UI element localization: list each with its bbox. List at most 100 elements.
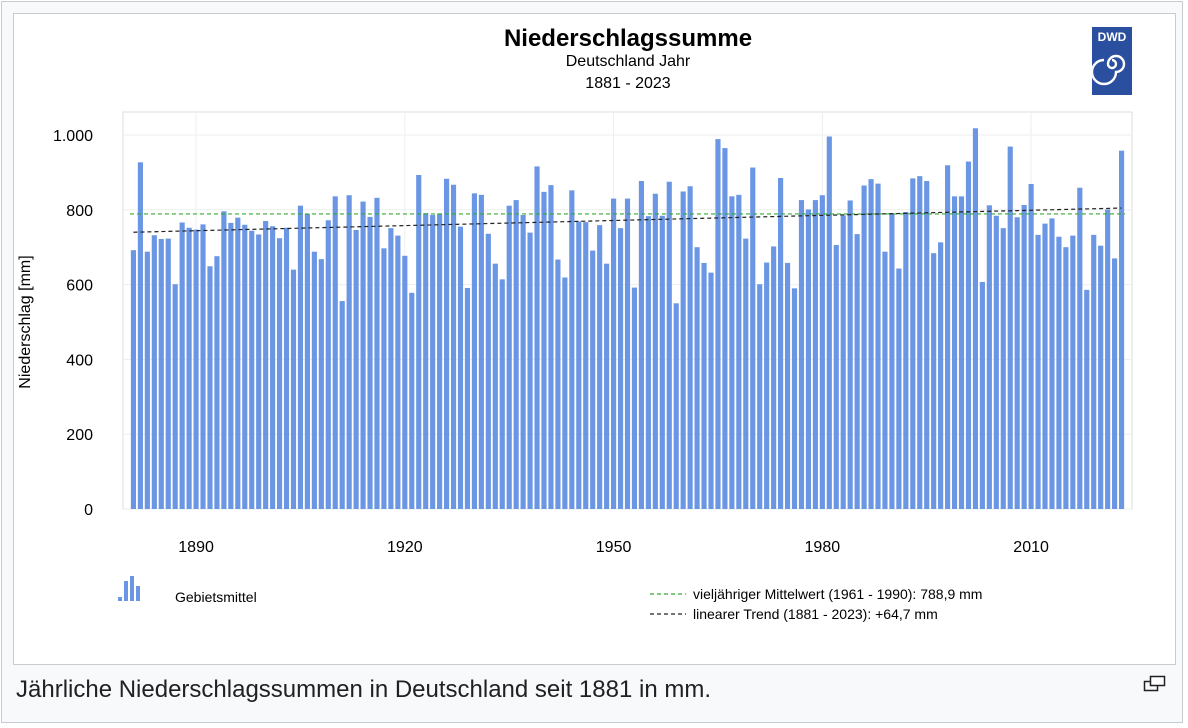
bar bbox=[444, 178, 450, 509]
bar bbox=[861, 185, 867, 510]
bar bbox=[812, 200, 818, 509]
bar bbox=[1056, 236, 1062, 510]
bar bbox=[764, 262, 770, 509]
bar bbox=[137, 162, 143, 510]
bar bbox=[938, 242, 944, 509]
bar bbox=[437, 213, 443, 510]
legend-mean-label: vieljähriger Mittelwert (1961 - 1990): 7… bbox=[693, 586, 982, 602]
bar bbox=[659, 215, 665, 509]
bar bbox=[562, 277, 568, 509]
bar bbox=[771, 246, 777, 509]
bar bbox=[179, 222, 185, 509]
bar bbox=[450, 184, 457, 510]
bar bbox=[611, 198, 617, 509]
bar bbox=[708, 272, 714, 509]
bar bbox=[471, 193, 477, 509]
bar bbox=[1091, 234, 1097, 510]
bar bbox=[791, 288, 798, 509]
bar bbox=[757, 284, 763, 509]
bar bbox=[972, 128, 979, 509]
bar bbox=[1042, 223, 1048, 509]
bar bbox=[569, 190, 575, 509]
bar bbox=[687, 186, 693, 510]
bar bbox=[332, 196, 338, 509]
bar bbox=[325, 220, 331, 509]
figure-caption: Jährliche Niederschlagssummen in Deutsch… bbox=[16, 676, 711, 703]
bar bbox=[409, 292, 415, 509]
bar bbox=[360, 201, 366, 509]
bar bbox=[276, 238, 283, 509]
bar bbox=[882, 251, 888, 509]
bar bbox=[986, 205, 992, 509]
x-tick-label: 1980 bbox=[805, 539, 841, 556]
y-tick-label: 1.000 bbox=[53, 128, 93, 145]
bar bbox=[736, 194, 742, 509]
bar bbox=[221, 211, 227, 510]
y-tick-label: 400 bbox=[66, 352, 93, 369]
bar bbox=[694, 247, 700, 509]
bar bbox=[290, 269, 297, 509]
bar bbox=[840, 215, 846, 509]
bar bbox=[784, 262, 791, 509]
bar bbox=[701, 262, 707, 509]
bar bbox=[715, 139, 721, 510]
bar bbox=[1021, 204, 1027, 509]
bar bbox=[478, 194, 484, 509]
bar bbox=[144, 251, 150, 509]
bar bbox=[875, 183, 881, 509]
bar bbox=[395, 235, 401, 510]
enlarge-icon bbox=[1143, 675, 1166, 692]
bar bbox=[297, 205, 304, 509]
bar bbox=[374, 197, 380, 509]
x-tick-label: 1920 bbox=[387, 539, 423, 556]
bar bbox=[590, 250, 596, 509]
bar bbox=[1000, 228, 1006, 509]
bar bbox=[854, 234, 860, 510]
bar bbox=[200, 224, 206, 509]
y-tick-label: 600 bbox=[66, 278, 93, 295]
bar bbox=[1118, 150, 1125, 509]
bar bbox=[367, 216, 373, 509]
bar bbox=[381, 248, 387, 509]
y-axis-label: Niederschlag [mm] bbox=[17, 255, 34, 388]
bar bbox=[457, 226, 464, 509]
bar bbox=[304, 213, 310, 509]
bar bbox=[624, 198, 631, 509]
bar bbox=[249, 230, 255, 510]
bar bbox=[270, 226, 276, 509]
bar bbox=[353, 230, 359, 509]
bar bbox=[1105, 209, 1111, 509]
bar bbox=[1014, 217, 1020, 509]
bar bbox=[172, 284, 178, 509]
bar bbox=[499, 279, 505, 509]
bar bbox=[520, 215, 526, 510]
bar bbox=[652, 193, 658, 509]
bar bbox=[1077, 187, 1083, 510]
bar bbox=[485, 233, 491, 510]
bar bbox=[1084, 289, 1090, 509]
bar bbox=[541, 191, 547, 509]
bar bbox=[868, 179, 874, 509]
bar bbox=[492, 263, 498, 509]
bar bbox=[778, 178, 784, 509]
bar bbox=[945, 165, 951, 510]
enlarge-button[interactable] bbox=[1143, 674, 1167, 696]
bar bbox=[631, 287, 638, 509]
bar bbox=[931, 253, 937, 509]
x-tick-label: 1950 bbox=[596, 539, 632, 556]
bar bbox=[228, 222, 234, 509]
bar bbox=[583, 222, 589, 509]
bar bbox=[263, 221, 269, 509]
chart-subtitle: Deutschland Jahr bbox=[566, 53, 691, 70]
bar bbox=[1070, 235, 1076, 510]
reference-lines bbox=[129, 207, 1126, 233]
bar bbox=[555, 259, 561, 509]
x-tick-label: 2010 bbox=[1013, 539, 1049, 556]
legend-trend-label: linearer Trend (1881 - 2023): +64,7 mm bbox=[693, 606, 938, 622]
bar bbox=[1063, 247, 1069, 509]
bar bbox=[388, 228, 394, 509]
x-tick-label: 1890 bbox=[178, 539, 214, 556]
bar bbox=[1049, 218, 1055, 509]
bar bbox=[597, 225, 603, 509]
bar bbox=[1098, 245, 1104, 509]
